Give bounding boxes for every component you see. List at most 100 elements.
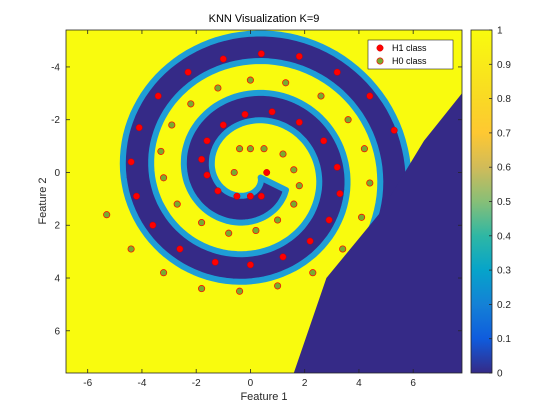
legend-label-h0: H0 class — [392, 56, 427, 66]
h1-point-12 — [320, 137, 328, 145]
legend-marker-h0 — [376, 57, 384, 65]
h1-point-19 — [211, 258, 219, 266]
h1-point-24 — [135, 124, 143, 132]
h0-point-24 — [358, 213, 366, 221]
h1-point-15 — [325, 216, 333, 224]
colorbar-tick-label: 0.5 — [497, 197, 511, 208]
h0-point-15 — [168, 121, 176, 129]
h0-point-19 — [282, 79, 290, 87]
x-tick-label: -2 — [192, 378, 201, 389]
h0-point-29 — [198, 285, 206, 293]
h1-point-22 — [133, 192, 140, 200]
x-tick-label: 0 — [248, 378, 254, 389]
h1-point-10 — [268, 108, 276, 116]
h1-point-17 — [279, 253, 287, 261]
h0-point-1 — [236, 145, 244, 153]
h1-point-3 — [233, 192, 241, 200]
colorbar: 0 0.1 0.2 0.3 0.4 0.5 0.6 0.7 0.8 0.9 1 — [470, 26, 511, 380]
colorbar-tick-label: 0.1 — [497, 334, 511, 345]
h1-point-26 — [184, 68, 192, 76]
h0-point-10 — [225, 229, 233, 237]
h1-point-20 — [176, 245, 184, 253]
h1-point-6 — [198, 155, 206, 163]
x-tick-label: 6 — [410, 378, 416, 389]
h1-point-0 — [263, 169, 271, 176]
y-ticks: -4 -2 0 2 4 6 — [51, 62, 462, 337]
y-tick-label: 0 — [54, 168, 60, 179]
h1-point-29 — [295, 52, 303, 60]
h1-point-18 — [246, 261, 254, 269]
h1-point-21 — [149, 221, 157, 229]
h0-point-5 — [290, 166, 298, 174]
h0-point-7 — [290, 200, 298, 208]
h0-point-4 — [279, 150, 287, 158]
x-tick-label: -6 — [83, 378, 92, 389]
h1-point-8 — [219, 121, 227, 129]
h0-point-31 — [127, 245, 135, 253]
colorbar-tick-label: 0.2 — [497, 300, 511, 311]
colorbar-tick-label: 0.7 — [497, 128, 511, 139]
h1-point-25 — [154, 92, 162, 100]
h1-point-13 — [333, 163, 341, 171]
h1-point-7 — [203, 137, 211, 145]
colorbar-tick-label: 0.6 — [497, 163, 511, 174]
colorbar-tick-label: 0.8 — [497, 94, 511, 105]
h0-point-21 — [344, 116, 352, 124]
y-tick-label: -4 — [51, 62, 60, 73]
h0-point-14 — [157, 147, 165, 155]
y-tick-label: -2 — [51, 115, 60, 126]
h0-point-9 — [252, 226, 260, 235]
h0-point-18 — [246, 76, 254, 84]
h1-point-2 — [246, 192, 254, 200]
h0-point-16 — [187, 100, 195, 108]
legend-marker-h1 — [376, 44, 384, 52]
colorbar-tick-label: 0.3 — [497, 266, 511, 277]
colorbar-tick-label: 0.4 — [497, 231, 511, 242]
h1-point-9 — [241, 110, 249, 118]
h1-point-5 — [203, 171, 211, 179]
h0-point-13 — [160, 174, 168, 182]
h1-point-32 — [390, 126, 398, 134]
points-layer — [103, 50, 398, 295]
x-tick-label: -4 — [137, 378, 146, 389]
x-ticks: -6 -4 -2 0 2 4 6 — [83, 30, 416, 389]
colorbar-ticks: 0 0.1 0.2 0.3 0.4 0.5 0.6 0.7 0.8 0.9 1 — [489, 26, 511, 380]
h1-point-28 — [257, 50, 265, 58]
h0-point-6 — [295, 182, 303, 190]
h0-point-3 — [260, 145, 268, 153]
y-axis-label: Feature 2 — [37, 177, 49, 224]
h0-point-32 — [103, 211, 111, 219]
chart-title: KNN Visualization K=9 — [209, 13, 320, 25]
colorbar-tick-label: 1 — [497, 26, 503, 37]
colorbar-tick-label: 0 — [497, 369, 503, 380]
h0-point-0 — [230, 168, 238, 177]
h1-point-30 — [333, 68, 341, 76]
plot-area — [66, 30, 462, 373]
h0-point-11 — [198, 219, 206, 227]
h0-point-17 — [214, 84, 222, 92]
h1-point-11 — [295, 118, 303, 126]
h1-point-1 — [257, 192, 265, 200]
y-tick-label: 2 — [54, 221, 60, 232]
x-axis-label: Feature 1 — [240, 391, 287, 403]
h1-point-31 — [366, 92, 374, 100]
legend-box — [367, 39, 454, 70]
h0-point-12 — [173, 200, 181, 208]
y-tick-label: 6 — [54, 326, 60, 337]
colorbar-tick-label: 0.9 — [497, 60, 511, 71]
h0-point-22 — [360, 145, 368, 153]
h0-point-23 — [366, 179, 374, 187]
h0-point-25 — [339, 245, 347, 253]
x-tick-label: 4 — [356, 378, 362, 389]
h0-point-26 — [309, 269, 317, 277]
h0-point-27 — [274, 282, 282, 290]
x-tick-label: 2 — [302, 378, 308, 389]
h0-point-28 — [236, 287, 244, 295]
h1-point-23 — [127, 158, 135, 166]
h1-point-16 — [306, 237, 314, 245]
h0-point-2 — [246, 145, 254, 153]
axes-frame — [65, 29, 463, 374]
h1-point-27 — [219, 55, 227, 63]
